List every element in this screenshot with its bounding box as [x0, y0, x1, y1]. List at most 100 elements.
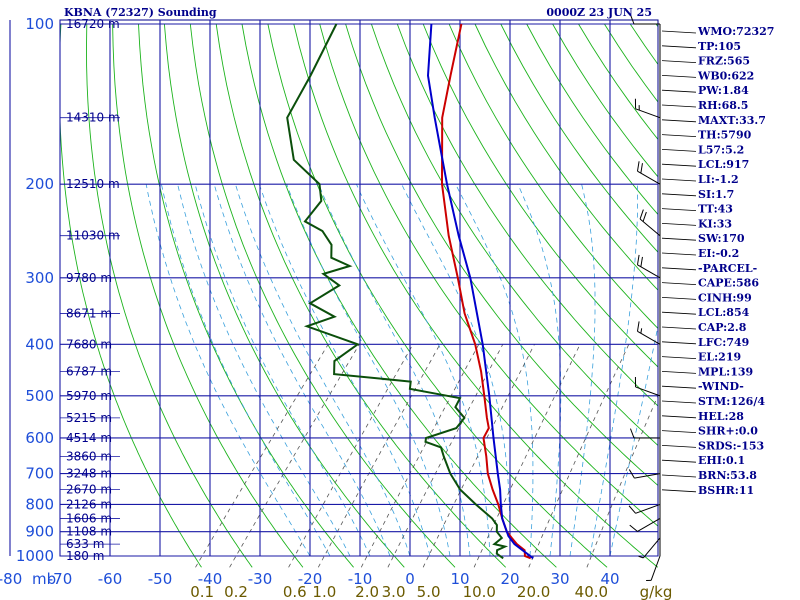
- pressure-tick-label: 100: [25, 15, 54, 33]
- dry-adiabat: [474, 23, 658, 291]
- barb-staff: [637, 170, 661, 185]
- index-item: TT:43: [698, 203, 733, 216]
- pressure-tick-label: 600: [25, 429, 54, 447]
- wind-barb: [629, 14, 660, 25]
- wind-barb: [636, 254, 661, 279]
- mixing-ratio-line: [288, 344, 414, 568]
- index-leader: [661, 430, 697, 433]
- barb-flag: [628, 469, 635, 479]
- dry-adiabat: [60, 23, 202, 568]
- index-leader: [661, 385, 697, 389]
- index-item: EL:219: [698, 351, 741, 364]
- profile-lines: [286, 23, 534, 560]
- wind-barb: [628, 503, 661, 514]
- index-leader: [661, 119, 697, 123]
- temperature-tick-label: -40: [198, 570, 223, 588]
- index-item: SRDS:-153: [698, 439, 764, 452]
- mixing-ratio-label: 20.0: [517, 583, 550, 600]
- barb-flag: [628, 505, 636, 514]
- pressure-tick-label: 900: [25, 523, 54, 541]
- index-leader: [661, 104, 697, 108]
- mixing-ratio-line: [360, 344, 480, 568]
- dry-adiabat: [86, 23, 253, 568]
- index-leader: [661, 89, 697, 93]
- dry-adiabats: [60, 23, 658, 568]
- index-item: SI:1.7: [698, 188, 734, 201]
- height-label: 14310 m: [66, 111, 120, 125]
- index-item: LFC:749: [698, 336, 749, 349]
- moist-adiabat: [194, 183, 371, 557]
- mixing-ratio-label: 0.2: [224, 583, 248, 600]
- index-leader: [661, 400, 697, 404]
- mixing-ratio-line: [195, 344, 329, 568]
- index-leader: [661, 459, 697, 463]
- barb-staff: [637, 330, 661, 345]
- height-label: 2126 m: [66, 497, 112, 511]
- dry-adiabat: [293, 23, 658, 568]
- barb-flag: [629, 524, 638, 532]
- mixing-ratio-line: [229, 344, 360, 568]
- index-item: EHI:0.1: [698, 454, 745, 467]
- index-item: FRZ:565: [698, 55, 750, 68]
- index-item: KI:33: [698, 217, 732, 230]
- wind-barb: [634, 376, 661, 397]
- mixing-ratio-label: 2.0: [355, 583, 379, 600]
- dry-adiabat: [319, 23, 658, 527]
- barb-flag: [640, 256, 643, 267]
- index-leader: [661, 45, 697, 49]
- index-leader: [661, 474, 697, 478]
- index-item: TH:5790: [698, 129, 752, 142]
- height-label: 5215 m: [66, 411, 112, 425]
- barb-staff: [635, 108, 661, 119]
- index-leader: [661, 371, 697, 374]
- wind-barbs: [628, 14, 661, 581]
- barb-flag: [642, 211, 647, 222]
- mixing-ratio-line: [528, 344, 630, 568]
- height-label: 6787 m: [66, 365, 112, 379]
- index-item: CAPE:586: [698, 277, 759, 290]
- height-label: 12510 m: [66, 177, 120, 191]
- dry-adiabat: [189, 23, 456, 568]
- parcel-line: [426, 23, 534, 560]
- y-axis-unit: mb: [32, 570, 56, 588]
- temperature-tick-label: 40: [600, 570, 619, 588]
- barb-flag: [640, 163, 643, 174]
- wind-barb: [639, 209, 661, 237]
- index-item: SW:170: [698, 232, 745, 245]
- index-item: -WIND-: [698, 380, 744, 393]
- wind-barb: [628, 469, 661, 479]
- index-leader: [661, 311, 697, 315]
- barb-flag: [639, 209, 644, 220]
- index-leader: [661, 208, 697, 211]
- barb-staff: [642, 537, 661, 559]
- mixing-ratio-label: 40.0: [575, 583, 608, 600]
- dry-adiabat: [215, 23, 507, 568]
- barb-flag: [636, 254, 640, 265]
- pressure-tick-label: 800: [25, 495, 54, 513]
- mixing-ratio-label: 0.6: [283, 583, 307, 600]
- dry-adiabat: [396, 23, 658, 407]
- height-label: 1606 m: [66, 511, 112, 525]
- index-item: BSHR:11: [698, 484, 754, 497]
- index-item: LCL:917: [698, 158, 749, 171]
- mixing-ratio-label: 1.0: [312, 583, 336, 600]
- pressure-tick-label: 1000: [16, 547, 54, 565]
- index-item: TP:105: [698, 40, 741, 53]
- barb-staff: [650, 555, 661, 581]
- height-label: 633 m: [66, 537, 104, 551]
- index-item: MAXT:33.7: [698, 114, 766, 127]
- pressure-tick-label: 300: [25, 269, 54, 287]
- index-leader: [661, 149, 697, 152]
- index-item: LI:-1.2: [698, 173, 739, 186]
- index-item: HEL:28: [698, 410, 744, 423]
- temperature-tick-label: 0: [405, 570, 415, 588]
- mixing-ratio-label: 10.0: [463, 583, 496, 600]
- height-label: 180 m: [66, 549, 104, 563]
- dry-adiabat: [267, 23, 608, 568]
- height-label: 8671 m: [66, 306, 112, 320]
- dewpoint-line: [286, 23, 509, 560]
- barb-staff: [635, 386, 661, 397]
- barb-flag: [629, 428, 635, 439]
